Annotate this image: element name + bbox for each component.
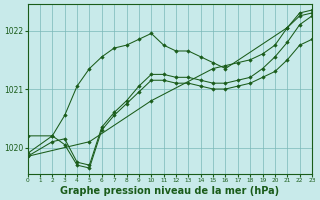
- X-axis label: Graphe pression niveau de la mer (hPa): Graphe pression niveau de la mer (hPa): [60, 186, 279, 196]
